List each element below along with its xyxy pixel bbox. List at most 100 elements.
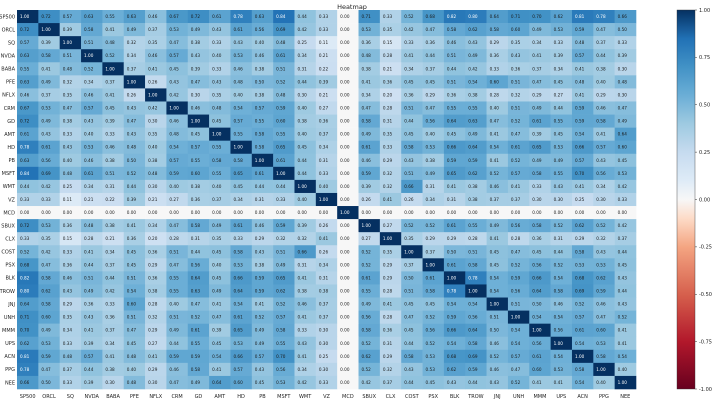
cell-value-label: 1.00 (340, 210, 350, 215)
heatmap-cell-TROW-MSFT (273, 284, 295, 298)
heatmap-cell-PSX-SP500 (17, 258, 39, 272)
cell-value-label: 0.38 (319, 288, 329, 293)
heatmap-cell-ACN-CLX (379, 349, 402, 364)
heatmap-cell-MSFT-MSFT (273, 166, 295, 181)
cell-value-label: 1.00 (426, 262, 436, 267)
cell-value-label: 0.34 (105, 249, 115, 254)
cell-value-label: 0.51 (169, 249, 179, 254)
heatmap-cell-MSFT-JNJ (486, 166, 509, 181)
heatmap-cell-GD-MCD (337, 114, 359, 128)
cell-value-label: 0.64 (532, 288, 542, 293)
heatmap-cell-SQ-HD (230, 36, 253, 50)
x-tick-SQ: SQ (67, 394, 74, 400)
heatmap-cell-MCD-NEE (614, 206, 637, 220)
heatmap-cell-AMT-BABA (102, 127, 125, 141)
heatmap-cell-GD-CRM (166, 114, 189, 128)
heatmap-cell-JNJ-PB (251, 297, 274, 311)
cell-value-label: 0.50 (618, 27, 628, 32)
heatmap-cell-ORCL-PPG (593, 23, 615, 37)
heatmap-cell-SP500-ORCL (38, 10, 60, 24)
heatmap-cell-MCD-TROW (465, 206, 487, 220)
heatmap-cell-AMT-CLX (379, 127, 402, 141)
cell-value-label: 0.41 (84, 328, 94, 333)
heatmap-cell-TROW-NVDA (81, 284, 103, 298)
heatmap-cell-BABA-GD (187, 62, 210, 76)
heatmap-cell-AMT-PPG (593, 127, 615, 141)
x-tick-ORCL: ORCL (42, 394, 56, 400)
heatmap-cell-GD-MMM (529, 114, 551, 128)
cell-value-label: 0.36 (490, 53, 500, 58)
cell-value-label: 0.57 (233, 119, 243, 124)
cell-value-label: 0.38 (255, 66, 265, 71)
cell-value-label: 0.48 (169, 132, 179, 137)
heatmap-cell-ACN-CRM (166, 349, 189, 364)
cell-value-label: 0.61 (362, 145, 372, 150)
cell-value-label: 0.52 (84, 66, 94, 71)
heatmap-cell-NFLX-SQ (59, 88, 82, 102)
cell-value-label: 0.41 (404, 53, 414, 58)
cell-value-label: 0.53 (596, 262, 606, 267)
heatmap-cell-SBUX-PSX (422, 219, 445, 233)
heatmap-cell-JNJ-UNH (507, 297, 530, 311)
heatmap-cell-PSX-GD (187, 258, 210, 272)
cell-value-label: 0.34 (554, 66, 564, 71)
heatmap-cell-NFLX-JNJ (486, 88, 509, 102)
heatmap-cell-ORCL-AMT (209, 23, 231, 37)
cell-value-label: 0.61 (191, 328, 201, 333)
cell-value-label: 0.33 (63, 132, 73, 137)
cell-value-label: 0.56 (468, 315, 478, 320)
cell-value-label: 0.66 (575, 145, 585, 150)
y-tick-JNJ: JNJ (7, 302, 15, 308)
cell-value-label: 0.33 (383, 14, 393, 19)
heatmap-cell-NVDA-MSFT (273, 49, 295, 63)
heatmap-cell-PFE-UNH (507, 75, 530, 89)
heatmap-cell-COST-MSFT (273, 245, 295, 259)
cell-value-label: 0.00 (447, 210, 457, 215)
heatmap-cell-MCD-AMT (209, 206, 231, 220)
cell-value-label: 0.61 (233, 223, 243, 228)
cell-value-label: 0.34 (84, 79, 94, 84)
y-tick-ORCL: ORCL (2, 27, 16, 33)
heatmap-cell-ACN-BLK (443, 349, 466, 364)
colorbar-tick-label: -1.00 (699, 387, 712, 393)
cell-value-label: 0.44 (255, 184, 265, 189)
cell-value-label: 0.49 (426, 171, 436, 176)
heatmap-cell-JNJ-AMT (209, 297, 231, 311)
heatmap-cell-PFE-UPS (550, 75, 573, 89)
cell-value-label: 0.33 (63, 380, 73, 385)
heatmap-cell-SQ-PFE (123, 36, 146, 50)
cell-value-label: 0.52 (362, 341, 372, 346)
heatmap-cell-UPS-AMT (209, 336, 231, 351)
cell-value-label: 0.47 (212, 315, 222, 320)
heatmap-cell-NVDA-AMT (209, 49, 231, 63)
cell-value-label: 0.00 (340, 66, 350, 71)
heatmap-cell-PB-CRM (166, 153, 189, 168)
y-tick-TROW: TROW (0, 289, 15, 295)
cell-value-label: 0.00 (468, 210, 478, 215)
heatmap-cell-UNH-PSX (422, 310, 445, 324)
heatmap-cell-VZ-ORCL (38, 192, 60, 207)
cell-value-label: 0.36 (362, 40, 372, 45)
heatmap-cell-MSFT-COST (401, 166, 423, 181)
cell-value-label: 0.00 (575, 210, 585, 215)
cell-value-label: 0.57 (596, 145, 606, 150)
cell-value-label: 0.47 (169, 223, 179, 228)
cell-value-label: 0.33 (20, 236, 30, 241)
cell-value-label: 0.46 (596, 302, 606, 307)
cell-value-label: 0.29 (426, 236, 436, 241)
cell-value-label: 0.47 (618, 106, 628, 111)
heatmap-cell-MMM-SBUX (358, 323, 381, 338)
cell-value-label: 0.00 (340, 158, 350, 163)
heatmap-cell-UPS-COST (401, 336, 423, 351)
cell-value-label: 0.51 (169, 315, 179, 320)
cell-value-label: 0.34 (596, 184, 606, 189)
heatmap-cell-TROW-PPG (593, 284, 615, 298)
heatmap-cell-SQ-CLX (379, 36, 402, 50)
cell-value-label: 0.52 (511, 119, 521, 124)
cell-value-label: 0.41 (596, 132, 606, 137)
x-tick-GD: GD (195, 394, 203, 400)
cell-value-label: 0.35 (383, 249, 393, 254)
cell-value-label: 0.38 (297, 288, 307, 293)
heatmap-cell-MCD-UNH (507, 206, 530, 220)
